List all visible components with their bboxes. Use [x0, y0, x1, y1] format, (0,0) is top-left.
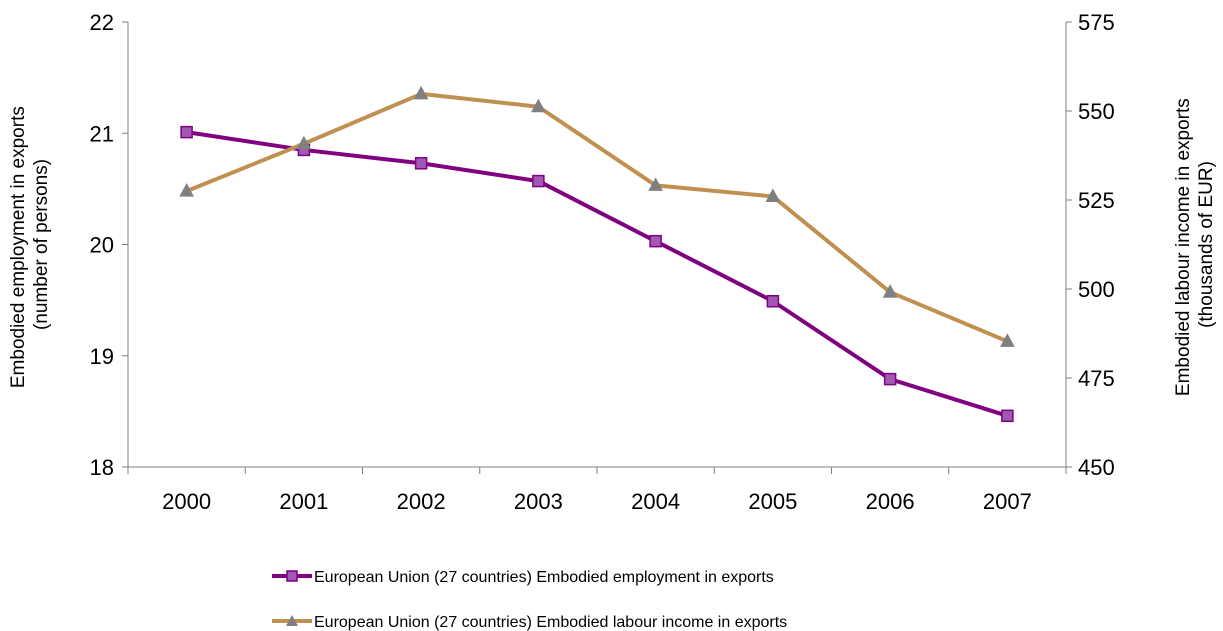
data-point: [766, 294, 780, 308]
legend-item-employment: European Union (27 countries) Embodied e…: [272, 569, 774, 586]
x-tick-label: 2003: [514, 489, 563, 514]
legend-item-labour-income: European Union (27 countries) Embodied l…: [272, 614, 787, 631]
series-group: [179, 85, 1015, 423]
y-right-tick-label: 525: [1078, 188, 1115, 213]
y-left-tick-label: 22: [90, 10, 114, 35]
axes: [122, 21, 1072, 474]
y-axis-right-title-line1: Embodied labour income in exports: [1173, 98, 1194, 396]
y-left-tick-label: 18: [90, 455, 114, 480]
series-employment: [180, 125, 1014, 423]
y-axis-right-title: Embodied labour income in exports (thous…: [1173, 93, 1217, 396]
y-right-tick-label: 500: [1078, 277, 1115, 302]
data-point: [180, 125, 193, 139]
data-point: [531, 98, 546, 113]
series-line: [186, 130, 1008, 418]
y-right-tick-label: 550: [1078, 99, 1115, 124]
data-point: [883, 372, 897, 386]
x-tick-label: 2005: [748, 489, 797, 514]
data-point: [296, 135, 312, 150]
data-point: [648, 177, 663, 191]
data-point: [414, 157, 428, 170]
data-point: [649, 234, 662, 248]
x-tick-label: 2001: [279, 489, 328, 514]
data-point: [413, 85, 429, 100]
legend: European Union (27 countries) Embodied e…: [272, 569, 787, 631]
series-labour-income: [179, 85, 1015, 347]
y-axis-right-title-line2: (thousands of EUR): [1196, 161, 1217, 328]
tick-labels: 18 19 20 21 22 450 475 500 525 550 575 2000 2001 2002…: [90, 10, 1115, 514]
data-point: [765, 188, 781, 202]
legend-label-labour-income: European Union (27 countries) Embodied l…: [314, 614, 787, 631]
y-left-tick-label: 19: [90, 344, 114, 369]
y-axis-left-title: Embodied employment in exports (number o…: [8, 101, 52, 388]
data-point: [1000, 333, 1015, 347]
data-point: [179, 183, 194, 197]
data-point: [532, 174, 545, 188]
x-tick-label: 2004: [631, 489, 680, 514]
data-point: [1001, 409, 1014, 423]
x-tick-label: 2006: [866, 489, 915, 514]
y-axis-left-title-line2: (number of persons): [31, 159, 52, 330]
y-right-tick-label: 450: [1078, 455, 1115, 480]
legend-marker-labour-income: [286, 615, 298, 626]
y-left-tick-label: 20: [90, 233, 114, 258]
series-line: [185, 91, 1009, 344]
data-point: [882, 284, 898, 298]
y-right-tick-label: 475: [1078, 366, 1115, 391]
x-tick-label: 2007: [983, 489, 1032, 514]
y-axis-left-title-line1: Embodied employment in exports: [8, 106, 29, 388]
y-right-tick-label: 575: [1078, 10, 1115, 35]
legend-marker-employment: [286, 570, 298, 582]
y-left-tick-label: 21: [90, 121, 114, 146]
x-tick-label: 2002: [397, 489, 446, 514]
x-tick-label: 2000: [162, 489, 211, 514]
legend-label-employment: European Union (27 countries) Embodied e…: [314, 569, 774, 586]
